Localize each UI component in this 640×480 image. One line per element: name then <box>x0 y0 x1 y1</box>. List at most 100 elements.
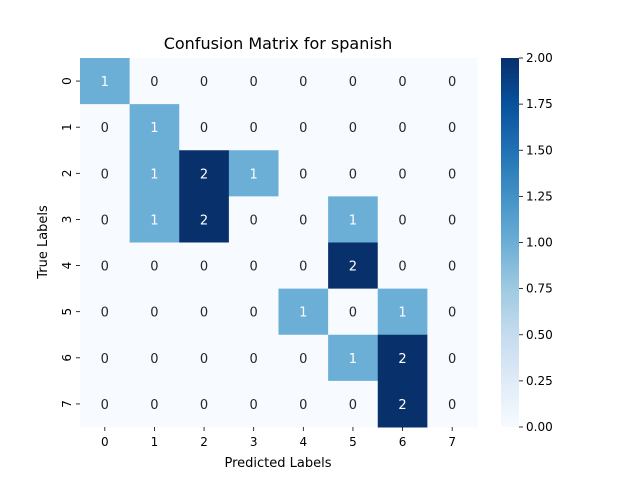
x-tick-label: 0 <box>101 435 109 449</box>
cell-value-label: 0 <box>448 121 456 136</box>
heatmap-cell <box>80 380 131 428</box>
cell-value-label: 0 <box>349 306 357 321</box>
cell-value-label: 0 <box>101 306 109 321</box>
cell-value-label: 1 <box>398 306 406 321</box>
cell-value-label: 1 <box>150 213 158 228</box>
heatmap-cell <box>377 150 428 197</box>
heatmap-cell <box>80 104 131 151</box>
cell-value-label: 0 <box>349 121 357 136</box>
heatmap-cell <box>228 58 279 105</box>
heatmap-cell <box>179 334 230 382</box>
colorbar-tick-label: 1.00 <box>526 236 553 250</box>
cell-value-label: 0 <box>101 121 109 136</box>
cell-value-label: 0 <box>299 121 307 136</box>
cell-value-label: 0 <box>349 75 357 90</box>
heatmap-cell <box>427 288 478 336</box>
heatmap-cell-labels: 1 0 0 0 0 0 0 0 0 1 0 0 0 0 0 0 0 1 2 1 0 0 0 0 0 1 2 0 0 1 0 0 0 0 0 0 0 2 0 0… <box>101 75 457 413</box>
cell-value-label: 0 <box>150 398 158 413</box>
y-tick-label: 4 <box>60 262 74 270</box>
cell-value-label: 0 <box>101 167 109 182</box>
cell-value-label: 0 <box>299 352 307 367</box>
cell-value-label: 0 <box>250 213 258 228</box>
colorbar-tick-label: 0.00 <box>526 420 553 434</box>
heatmap-cell <box>427 104 478 151</box>
cell-value-label: 1 <box>101 75 109 90</box>
heatmap-cell <box>427 196 478 243</box>
heatmap-cell <box>179 380 230 428</box>
colorbar-tick-label: 1.50 <box>526 143 553 157</box>
heatmap-cell <box>278 288 329 336</box>
cell-value-label: 0 <box>299 75 307 90</box>
cell-value-label: 2 <box>200 167 208 182</box>
heatmap-cell <box>328 58 379 105</box>
heatmap-cell <box>427 58 478 105</box>
heatmap-cell <box>179 58 230 105</box>
cell-value-label: 0 <box>398 75 406 90</box>
heatmap-cell <box>328 288 379 336</box>
heatmap-cell <box>129 104 180 151</box>
heatmap-cell <box>377 104 428 151</box>
heatmap-cell <box>80 288 131 336</box>
cell-value-label: 1 <box>299 306 307 321</box>
heatmap-cell <box>179 104 230 151</box>
colorbar-tick-label: 2.00 <box>526 51 553 65</box>
heatmap-cell <box>228 150 279 197</box>
heatmap-cell <box>129 288 180 336</box>
heatmap-cell <box>377 334 428 382</box>
x-tick-label: 6 <box>399 435 407 449</box>
cell-value-label: 0 <box>200 398 208 413</box>
cell-value-label: 0 <box>150 306 158 321</box>
heatmap-cell <box>129 58 180 105</box>
cell-value-label: 0 <box>299 167 307 182</box>
heatmap-cell <box>278 334 329 382</box>
cell-value-label: 0 <box>299 260 307 275</box>
cell-value-label: 0 <box>101 260 109 275</box>
cell-value-label: 1 <box>150 121 158 136</box>
y-tick-label: 1 <box>60 123 74 131</box>
heatmap-cell <box>228 334 279 382</box>
heatmap-cell <box>129 150 180 197</box>
colorbar <box>501 58 519 427</box>
cell-value-label: 0 <box>150 75 158 90</box>
heatmap-cell <box>228 242 279 290</box>
heatmap-cell <box>278 380 329 428</box>
colorbar-tick-label: 0.25 <box>526 374 553 388</box>
cell-value-label: 0 <box>250 352 258 367</box>
cell-value-label: 0 <box>398 260 406 275</box>
heatmap-cells <box>80 58 478 428</box>
cell-value-label: 1 <box>349 352 357 367</box>
heatmap-cell <box>427 380 478 428</box>
cell-value-label: 0 <box>101 398 109 413</box>
cell-value-label: 2 <box>398 352 406 367</box>
heatmap-cell <box>328 196 379 243</box>
y-axis-ticks: 0 1 2 3 4 5 6 7 <box>60 77 80 408</box>
heatmap-cell <box>129 196 180 243</box>
heatmap-cell <box>228 196 279 243</box>
cell-value-label: 2 <box>398 398 406 413</box>
heatmap-cell <box>179 288 230 336</box>
colorbar-tick-label: 0.75 <box>526 282 553 296</box>
x-axis-label: Predicted Labels <box>224 456 331 471</box>
cell-value-label: 0 <box>448 398 456 413</box>
x-tick-label: 7 <box>448 435 456 449</box>
y-tick-label: 2 <box>60 169 74 177</box>
y-tick-label: 0 <box>60 77 74 85</box>
cell-value-label: 0 <box>250 306 258 321</box>
cell-value-label: 0 <box>101 213 109 228</box>
heatmap-cell <box>228 380 279 428</box>
heatmap-cell <box>377 288 428 336</box>
chart-title: Confusion Matrix for spanish <box>164 34 393 53</box>
cell-value-label: 2 <box>349 260 357 275</box>
y-axis-label: True Labels <box>36 205 51 280</box>
heatmap-cell <box>179 150 230 197</box>
heatmap-cell <box>228 104 279 151</box>
x-tick-label: 5 <box>349 435 357 449</box>
y-tick-label: 7 <box>60 400 74 408</box>
cell-value-label: 0 <box>101 352 109 367</box>
cell-value-label: 0 <box>349 398 357 413</box>
cell-value-label: 1 <box>349 213 357 228</box>
heatmap-cell <box>80 58 131 105</box>
cell-value-label: 0 <box>448 306 456 321</box>
cell-value-label: 0 <box>398 213 406 228</box>
y-tick-label: 5 <box>60 308 74 316</box>
